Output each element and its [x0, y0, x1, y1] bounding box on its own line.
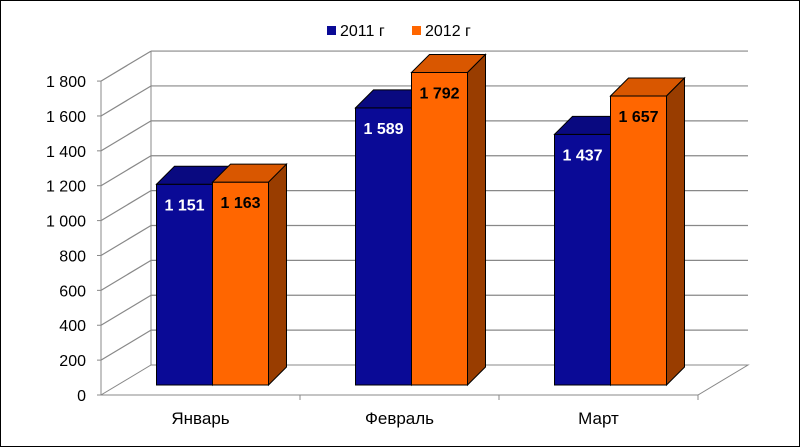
bar	[609, 76, 686, 387]
gridline-side	[100, 50, 152, 82]
y-axis-ticks: 0 200 400 600 800 1 000 1 200 1 400 1 600 1 800	[46, 74, 86, 405]
bar-front	[156, 183, 213, 386]
bar-side	[666, 76, 685, 387]
gridline-side	[100, 329, 152, 361]
data-label: 1 657	[618, 109, 658, 126]
y-tick-label: 1 600	[46, 109, 86, 126]
bar-side	[467, 53, 486, 387]
gridline-side	[100, 259, 152, 291]
x-axis-ticks: Январь Февраль Март	[171, 409, 619, 428]
bar	[211, 162, 288, 387]
bar-front	[411, 71, 468, 386]
gridline-side	[100, 190, 152, 222]
y-tick-label: 1 400	[46, 144, 86, 161]
x-tick-label: Февраль	[365, 409, 434, 428]
data-label: 1 163	[220, 195, 260, 212]
gridline-side	[100, 85, 152, 117]
x-tick-label: Март	[578, 409, 619, 428]
data-labels: 1 151 1 163 1 589 1 792 1 437 1 657	[164, 85, 658, 214]
gridline-side	[100, 120, 152, 152]
legend: 2011 г 2012 г	[327, 23, 471, 40]
bar-front	[355, 107, 412, 386]
legend-label: 2011 г	[340, 23, 385, 40]
y-tick-label: 400	[59, 318, 86, 335]
data-label: 1 151	[164, 197, 204, 214]
bar-side	[268, 162, 287, 387]
gridline-side	[100, 294, 152, 326]
data-label: 1 792	[419, 85, 459, 102]
data-label: 1 437	[562, 147, 602, 164]
y-tick-label: 800	[59, 248, 86, 265]
bar-front	[610, 95, 667, 386]
gridline-side	[100, 224, 152, 256]
bar-front	[212, 181, 269, 386]
y-tick-label: 200	[59, 353, 86, 370]
y-tick-label: 1 200	[46, 179, 86, 196]
legend-swatch	[327, 26, 336, 35]
y-tick-label: 600	[59, 283, 86, 300]
bar-front	[554, 133, 611, 386]
bars	[155, 53, 686, 387]
legend-swatch	[412, 26, 421, 35]
legend-label: 2012 г	[425, 23, 471, 40]
x-tick-label: Январь	[171, 409, 229, 428]
bar	[410, 53, 487, 387]
y-tick-label: 0	[77, 388, 86, 405]
y-tick-label: 1 800	[46, 74, 86, 91]
gridline-side	[100, 155, 152, 187]
y-tick-label: 1 000	[46, 214, 86, 231]
data-label: 1 589	[363, 121, 403, 138]
axes	[97, 80, 699, 400]
